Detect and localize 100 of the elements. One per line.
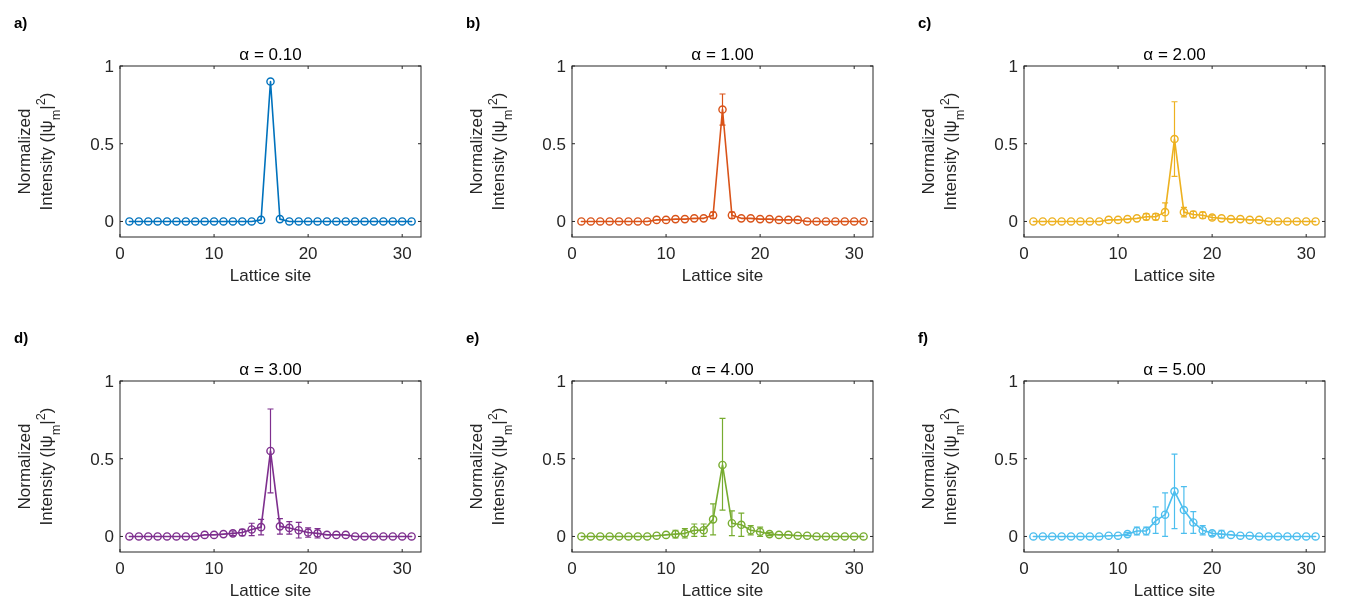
point [1301, 532, 1311, 541]
point [1245, 215, 1255, 225]
point [689, 525, 699, 535]
point [614, 532, 624, 541]
point [341, 217, 351, 226]
x-axis-title: Lattice site [1133, 581, 1216, 600]
point [586, 217, 596, 226]
point [1236, 214, 1245, 224]
point [699, 214, 708, 223]
point [407, 532, 416, 541]
point [680, 214, 690, 224]
x-tick-label: 10 [656, 559, 676, 578]
point [256, 522, 266, 532]
x-axis-title: Lattice site [681, 266, 764, 285]
point [605, 532, 614, 541]
point [1264, 532, 1273, 541]
point [1179, 505, 1189, 515]
y-tick-label: 1 [556, 372, 566, 391]
point [266, 446, 275, 456]
point [285, 217, 294, 226]
point [143, 217, 153, 226]
point [1066, 532, 1076, 541]
point [200, 530, 209, 540]
point [737, 520, 746, 530]
point [718, 105, 727, 114]
point [275, 214, 285, 224]
point [1151, 516, 1160, 526]
point [1264, 217, 1273, 226]
point [350, 217, 360, 226]
x-tick-label: 30 [844, 559, 864, 578]
point [303, 217, 313, 226]
point [586, 532, 596, 541]
point [859, 217, 868, 226]
point [689, 214, 699, 223]
point [1094, 532, 1104, 541]
y-tick-label: 1 [556, 57, 566, 76]
x-tick-label: 10 [656, 244, 676, 263]
x-tick-label: 30 [392, 244, 412, 263]
point [793, 531, 803, 540]
x-tick-label: 20 [298, 244, 318, 263]
point [388, 217, 398, 226]
point [332, 530, 341, 540]
point [642, 532, 652, 541]
point [209, 530, 219, 540]
point [1085, 532, 1095, 541]
point [379, 532, 388, 541]
point [859, 532, 868, 541]
point [577, 217, 586, 226]
text: f) [918, 329, 928, 346]
y-tick-label: 1 [104, 57, 114, 76]
x-tick-label: 10 [1108, 244, 1128, 263]
point [153, 532, 162, 541]
point [1160, 510, 1170, 519]
point [624, 217, 633, 226]
point [840, 532, 850, 541]
point [181, 217, 191, 226]
point [181, 532, 191, 541]
point [831, 532, 840, 541]
point [294, 217, 304, 226]
point [624, 532, 633, 541]
point [341, 530, 351, 540]
y-tick-label: 1 [1008, 372, 1018, 391]
x-tick-label: 30 [1296, 559, 1316, 578]
point [322, 217, 332, 226]
point [256, 215, 266, 225]
text: c) [918, 14, 932, 31]
x-tick-label: 30 [392, 559, 412, 578]
point [595, 532, 605, 541]
point [802, 217, 812, 226]
point [831, 217, 840, 226]
y-tick-label: 0 [104, 212, 114, 232]
x-tick-label: 30 [1296, 244, 1316, 263]
y-tick-label: 0 [1008, 212, 1018, 232]
point [1245, 531, 1255, 540]
point [708, 515, 718, 524]
point [1283, 532, 1292, 541]
point [388, 532, 398, 541]
chart-title: α = 2.00 [1143, 45, 1206, 64]
point [1292, 217, 1302, 226]
point [379, 217, 388, 226]
text: a) [14, 14, 28, 31]
point [605, 217, 614, 226]
point [652, 215, 661, 225]
x-tick-label: 20 [750, 559, 770, 578]
point [190, 217, 200, 226]
point [294, 525, 304, 535]
point [125, 217, 134, 226]
point [661, 215, 671, 225]
point [200, 217, 209, 226]
point [322, 530, 332, 540]
point [1085, 217, 1095, 226]
point [821, 217, 831, 226]
x-tick-label: 20 [298, 559, 318, 578]
point [774, 215, 784, 225]
point [1283, 217, 1292, 226]
point [718, 460, 727, 470]
point [162, 217, 172, 226]
point [1094, 217, 1104, 226]
point [1226, 530, 1236, 540]
point [1029, 532, 1038, 541]
